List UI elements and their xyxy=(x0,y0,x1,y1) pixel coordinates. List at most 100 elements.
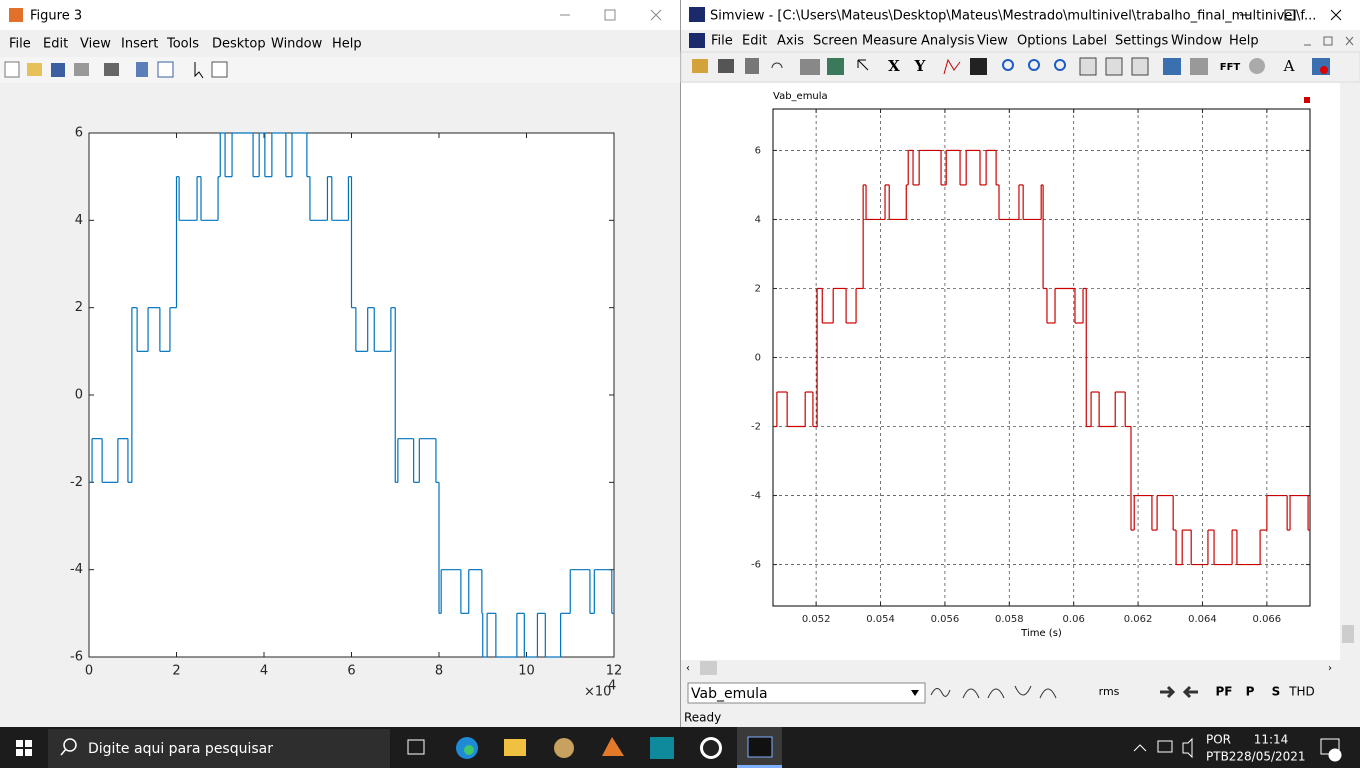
x-tick-label: 6 xyxy=(347,664,355,679)
menu-item[interactable]: Help xyxy=(332,37,362,52)
y-tick-label: -4 xyxy=(751,491,761,502)
y-tick-label: 4 xyxy=(75,213,83,228)
mdi-buttons xyxy=(1304,36,1354,46)
search-placeholder[interactable]: Digite aqui para pesquisar xyxy=(88,741,273,757)
scroll-thumb[interactable] xyxy=(700,661,717,675)
x-tick-label: 4 xyxy=(260,664,268,679)
menu-item[interactable]: Edit xyxy=(742,34,767,49)
y-tick-label: -6 xyxy=(751,560,761,571)
x-tick-label: 8 xyxy=(435,664,443,679)
menu-item[interactable]: Help xyxy=(1229,34,1259,49)
menu-item[interactable]: Analysis xyxy=(921,34,975,49)
menu-item[interactable]: Settings xyxy=(1115,34,1169,49)
x-tick-label: 0.052 xyxy=(802,614,831,625)
app-icon xyxy=(9,8,23,22)
maximize-button[interactable] xyxy=(1284,9,1296,21)
horizontal-scrollbar[interactable] xyxy=(681,660,1340,676)
menu-item[interactable]: Insert xyxy=(121,37,158,52)
status-bar: Ready xyxy=(684,711,721,725)
y-tick-label: -2 xyxy=(70,475,83,490)
menu-item[interactable]: Axis xyxy=(777,34,804,49)
window-title: Simview - [C:\Users\Mateus\Desktop\Mateu… xyxy=(710,9,1316,24)
keyboard-layout[interactable]: PTB2 xyxy=(1206,750,1236,764)
y-tick-label: 2 xyxy=(755,283,761,294)
simview-plot: -6 -4 -2 0 2 4 6 0.052 0.054 0.056 0.058 0.06 0.062 0… xyxy=(751,91,1310,639)
toolbar-button[interactable]: THD xyxy=(1288,685,1315,699)
toolbar-button[interactable]: Y xyxy=(914,57,926,75)
scroll-thumb[interactable] xyxy=(1342,625,1354,643)
toolbar xyxy=(0,57,680,83)
x-tick-label: 12 xyxy=(606,664,623,679)
maximize-button[interactable] xyxy=(604,9,616,21)
close-button[interactable] xyxy=(1330,9,1342,21)
clock-time[interactable]: 11:14 xyxy=(1254,733,1289,747)
toolbar-icons xyxy=(692,57,1330,76)
window-title: Figure 3 xyxy=(30,9,82,24)
menu-item[interactable]: Desktop xyxy=(212,37,266,52)
x-tick-label: 0.054 xyxy=(866,614,895,625)
legend-label: Vab_emula xyxy=(773,91,828,102)
scroll-left[interactable]: ‹ xyxy=(686,663,690,674)
x-tick-label: 0.06 xyxy=(1063,614,1085,625)
toolbar-button[interactable]: rms xyxy=(1099,685,1120,698)
toolbar-button[interactable]: S xyxy=(1272,685,1281,699)
window-divider xyxy=(680,0,681,727)
toolbar-icons xyxy=(4,61,228,79)
menu-item[interactable]: Window xyxy=(271,37,323,52)
x-tick-label: 0.062 xyxy=(1124,614,1153,625)
menu-item[interactable]: Tools xyxy=(166,37,199,52)
legend-marker xyxy=(1304,97,1310,103)
menu-item[interactable]: Label xyxy=(1072,34,1107,49)
toolbar-button[interactable]: FFT xyxy=(1220,62,1241,73)
x-tick-label: 0.066 xyxy=(1253,614,1282,625)
toolbar-button[interactable]: PF xyxy=(1216,685,1233,699)
x-tick-label: 0 xyxy=(85,664,93,679)
vertical-scrollbar[interactable] xyxy=(1340,83,1356,660)
y-tick-label: -6 xyxy=(70,650,83,665)
toolbar-button[interactable]: A xyxy=(1283,57,1295,75)
toolbar-button[interactable]: P xyxy=(1246,685,1255,699)
y-tick-label: 6 xyxy=(75,126,83,141)
toolbar xyxy=(680,51,1360,83)
bottom-toolbar-labels: rms PF P S THD xyxy=(1099,685,1315,699)
bottom-toolbar-icons xyxy=(930,685,1198,699)
close-button[interactable] xyxy=(650,9,662,21)
dropdown-arrow[interactable] xyxy=(911,690,919,696)
search-icon xyxy=(63,738,77,752)
y-tick-label: 2 xyxy=(75,300,83,315)
input-language[interactable]: POR xyxy=(1206,733,1231,747)
menu-item[interactable]: Screen xyxy=(813,34,858,49)
menu-item[interactable]: View xyxy=(80,37,111,52)
menu-item[interactable]: Window xyxy=(1171,34,1223,49)
x-tick-label: 0.058 xyxy=(995,614,1024,625)
menu-item[interactable]: Options xyxy=(1017,34,1067,49)
menu-item[interactable]: Measure xyxy=(862,34,917,49)
doc-icon xyxy=(689,33,705,48)
x-multiplier-exponent: 4 xyxy=(608,679,616,694)
search-icon xyxy=(60,748,67,756)
figure-plot: -6 -4 -2 0 2 4 6 0 2 4 6 8 10 12 xyxy=(70,126,622,679)
x-multiplier: ×10 xyxy=(584,685,611,700)
menu-item[interactable]: Edit xyxy=(43,37,68,52)
start-button[interactable] xyxy=(16,740,32,756)
signal-select[interactable]: Vab_emula xyxy=(691,686,768,702)
clock-date[interactable]: 28/05/2021 xyxy=(1236,750,1305,764)
scroll-right[interactable]: › xyxy=(1328,663,1332,674)
menu-item[interactable]: File xyxy=(9,37,31,52)
y-tick-label: -4 xyxy=(70,562,83,577)
toolbar-button[interactable]: X xyxy=(888,57,900,75)
menu-item[interactable]: View xyxy=(977,34,1008,49)
signal-dropdown[interactable] xyxy=(687,682,926,704)
menu-item[interactable]: File xyxy=(711,34,733,49)
x-tick-label: 2 xyxy=(172,664,180,679)
y-tick-label: -2 xyxy=(751,422,761,433)
x-axis-label: Time (s) xyxy=(1020,628,1062,639)
y-tick-label: 0 xyxy=(75,388,83,403)
x-tick-label: 10 xyxy=(518,664,535,679)
y-tick-label: 0 xyxy=(755,353,761,364)
search-box[interactable] xyxy=(48,729,390,768)
system-tray xyxy=(1133,737,1342,762)
taskbar-apps[interactable] xyxy=(407,727,782,768)
